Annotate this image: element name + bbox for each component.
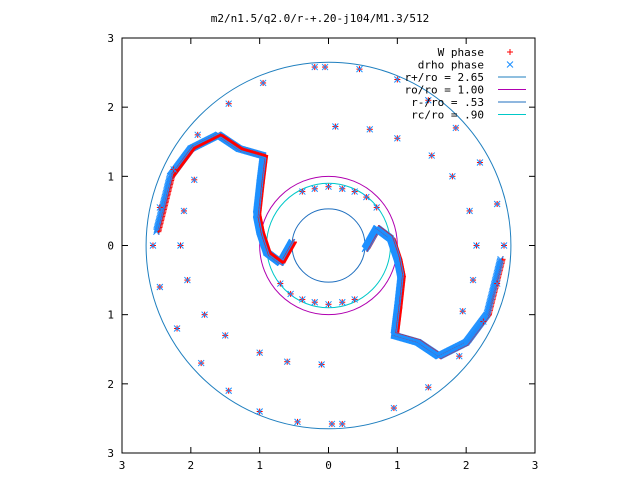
drho-phase-point <box>500 242 508 249</box>
drho-phase-point <box>180 207 188 215</box>
drho-phase-point <box>476 159 484 166</box>
drho-phase-point <box>225 100 233 108</box>
drho-phase-point <box>184 276 191 284</box>
drho-phase-point <box>493 280 501 287</box>
drho-phase-point <box>390 404 398 412</box>
drho-phase-point <box>149 242 157 249</box>
y-tick-label: 1 <box>107 309 114 322</box>
drho-phase-point <box>452 124 460 132</box>
drho-phase-point <box>497 255 504 263</box>
drho-phase-point <box>393 134 401 142</box>
drho-phase-point <box>459 307 467 315</box>
drho-phase-point <box>170 166 177 173</box>
drho-phase-point <box>194 131 202 139</box>
drho-phase-point <box>311 63 319 71</box>
drho-phase-point <box>351 188 359 195</box>
drho-phase-point <box>351 296 359 303</box>
drho-phase-point <box>328 420 336 428</box>
drho-phase-point <box>298 188 306 195</box>
drho-phase-point <box>197 359 205 367</box>
y-tick-label: 3 <box>107 32 114 45</box>
drho-phase-point <box>283 358 291 366</box>
y-tick-label: 2 <box>107 378 114 391</box>
drho-phase-point <box>156 204 164 211</box>
drho-phase-point <box>428 152 436 159</box>
legend-label: W phase <box>438 46 484 59</box>
circle-r+ro <box>145 61 512 430</box>
drho-phase-point <box>493 200 501 208</box>
y-tick-label: 2 <box>107 101 114 114</box>
drho-phase-point <box>473 242 480 249</box>
drho-phase-point <box>287 290 294 298</box>
x-tick-label: 1 <box>256 459 263 472</box>
y-tick-label: 3 <box>107 447 114 460</box>
x-tick-label: 2 <box>188 459 195 472</box>
drho-phase-point <box>480 318 487 325</box>
drho-phase-point <box>256 349 264 357</box>
drho-phase-point <box>153 228 160 236</box>
drho-phase-point <box>173 325 181 332</box>
drho-phase-point <box>506 61 514 68</box>
drho-phase-point <box>177 242 184 249</box>
circle-roro <box>259 175 398 316</box>
x-tick-label: 3 <box>532 459 539 472</box>
drho-phase-point <box>424 383 432 391</box>
legend-label: r-/ro = .53 <box>411 96 484 109</box>
y-tick-label: 0 <box>107 240 114 253</box>
drho-phase-point <box>156 283 164 291</box>
drho-phase-point <box>256 408 264 415</box>
drho-phase-point <box>466 207 473 215</box>
drho-phase-point <box>201 311 208 319</box>
drho-phase-point <box>338 185 346 193</box>
circle-r-ro <box>291 208 366 283</box>
x-tick-label: 3 <box>119 459 126 472</box>
drho-phase-point <box>363 193 370 201</box>
data-points <box>149 49 514 428</box>
drho-phase-point <box>325 300 332 308</box>
drho-phase-point <box>190 176 198 184</box>
legend-label: rc/ro = .90 <box>411 109 484 122</box>
drho-phase-point <box>332 123 339 130</box>
drho-phase-point <box>449 172 456 180</box>
drho-phase-point <box>366 125 374 133</box>
legend-label: drho phase <box>418 59 484 72</box>
drho-phase-point <box>221 332 229 339</box>
legend-label: ro/ro = 1.00 <box>405 84 484 97</box>
legend-label: r+/ro = 2.65 <box>405 71 484 84</box>
drho-phase-point <box>373 204 381 211</box>
drho-phase-point <box>424 96 432 104</box>
drho-phase-point <box>469 276 477 284</box>
y-tick-label: 1 <box>107 170 114 183</box>
drho-phase-point <box>321 63 329 71</box>
drho-phase-point <box>225 387 233 395</box>
drho-phase-point <box>311 185 319 193</box>
w-phase-point <box>507 49 513 55</box>
drho-phase-point <box>455 352 463 360</box>
drho-phase-point <box>311 298 319 306</box>
drho-phase-point <box>259 79 267 87</box>
chart-title: m2/n1.5/q2.0/r-+.20-j104/M1.3/512 <box>211 12 430 25</box>
drho-phase-point <box>356 65 363 73</box>
x-tick-label: 1 <box>394 459 401 472</box>
x-tick-label: 2 <box>463 459 470 472</box>
drho-phase-point <box>276 280 284 287</box>
x-tick-label: 0 <box>325 459 332 472</box>
drho-phase-point <box>318 361 325 368</box>
drho-phase-point <box>393 76 401 83</box>
drho-phase-point <box>338 420 346 428</box>
drho-phase-point <box>338 298 346 306</box>
drho-phase-point <box>294 418 301 426</box>
drho-phase-point <box>325 183 332 191</box>
drho-phase-point <box>298 296 306 303</box>
